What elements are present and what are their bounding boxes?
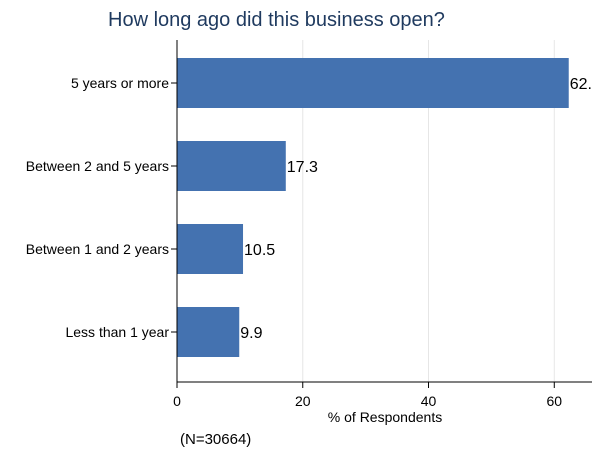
bar <box>177 141 286 191</box>
x-tick-label: 0 <box>173 393 181 409</box>
x-tick-label: 40 <box>421 393 437 409</box>
data-label: 17.3 <box>287 159 318 176</box>
bar <box>177 58 569 108</box>
category-label: Between 2 and 5 years <box>26 158 169 174</box>
data-label: 9.9 <box>240 325 262 342</box>
data-label: 10.5 <box>244 242 275 259</box>
bars-layer <box>177 58 569 357</box>
chart-title: How long ago did this business open? <box>108 9 445 31</box>
bar <box>177 307 240 357</box>
axis-layer <box>176 40 592 383</box>
x-tick-label: 60 <box>546 393 562 409</box>
category-label: Less than 1 year <box>65 324 169 340</box>
category-label: 5 years or more <box>71 75 169 91</box>
labels-layer: 0 20 40 60 5 years or more 62.3 Between 2 and … <box>26 75 592 409</box>
category-label: Between 1 and 2 years <box>26 241 169 257</box>
sample-size-note: (N=30664) <box>180 431 251 448</box>
x-tick-label: 20 <box>295 393 311 409</box>
bar <box>177 224 244 274</box>
x-axis-title: % of Respondents <box>328 409 442 425</box>
data-label: 62.3 <box>570 76 592 93</box>
